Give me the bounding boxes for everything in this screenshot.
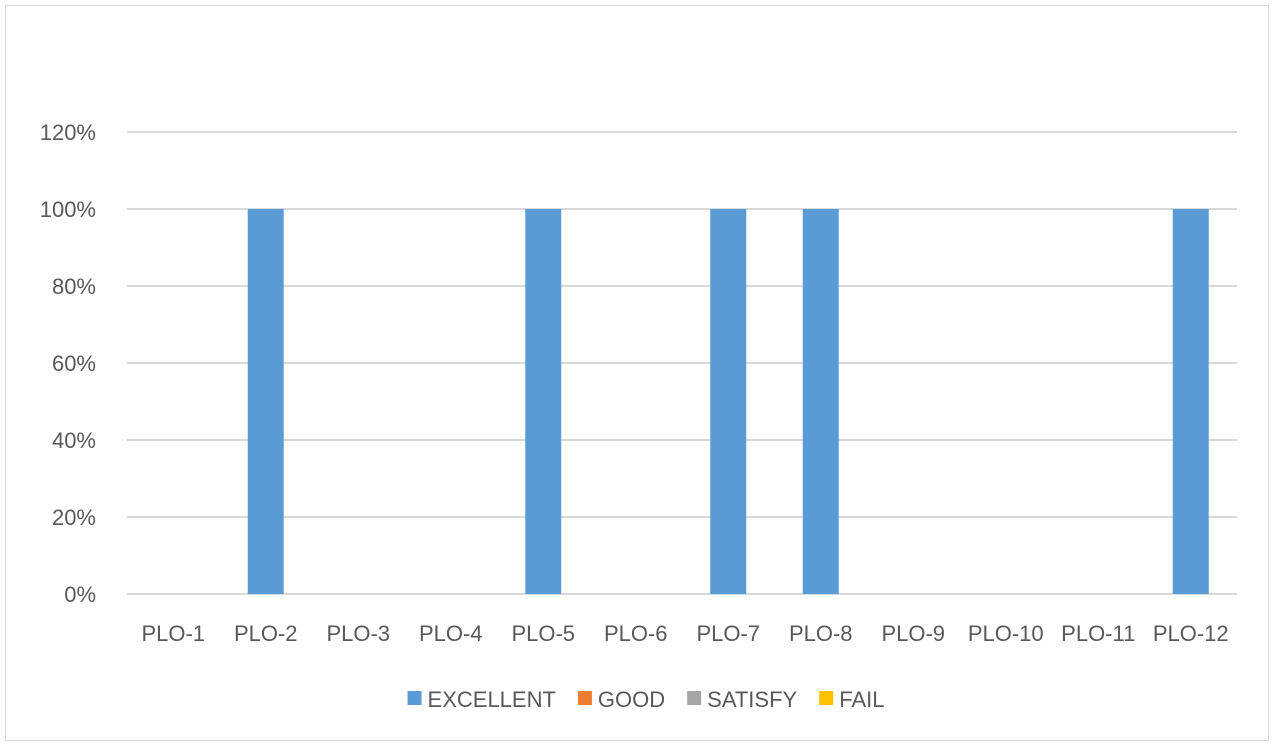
x-tick-label: PLO-5 [511, 621, 575, 646]
y-tick-label: 80% [52, 274, 96, 299]
bar-excellent-plo-12 [1172, 209, 1209, 594]
legend: EXCELLENT GOOD SATISFY FAIL [407, 687, 884, 712]
x-tick-label: PLO-2 [234, 621, 298, 646]
bar-excellent-plo-5 [525, 209, 562, 594]
x-axis-tick-labels: PLO-1 PLO-2 PLO-3 PLO-4 PLO-5 PLO-6 PLO-7 PLO-8… [141, 621, 1228, 646]
x-tick-label: PLO-9 [881, 621, 945, 646]
y-axis-tick-labels: 0% 20% 40% 60% 80% 100% 120% [40, 120, 96, 607]
bar-excellent-plo-2 [247, 209, 284, 594]
bars [247, 209, 1209, 594]
legend-label-fail: FAIL [839, 687, 884, 712]
chart-frame [5, 5, 1269, 741]
x-tick-label: PLO-10 [968, 621, 1044, 646]
gridlines [127, 131, 1237, 595]
bar-excellent-plo-8 [802, 209, 839, 594]
y-tick-label: 40% [52, 428, 96, 453]
y-tick-label: 20% [52, 505, 96, 530]
x-tick-label: PLO-11 [1061, 621, 1135, 646]
y-tick-label: 100% [40, 197, 96, 222]
legend-swatch-satisfy [687, 691, 702, 705]
x-tick-label: PLO-7 [696, 621, 760, 646]
y-tick-label: 120% [40, 120, 96, 145]
bar-excellent-plo-7 [710, 209, 747, 594]
x-tick-label: PLO-3 [326, 621, 390, 646]
x-tick-label: PLO-4 [419, 621, 483, 646]
legend-swatch-excellent [407, 691, 422, 705]
y-tick-label: 60% [52, 351, 96, 376]
y-tick-label: 0% [64, 582, 96, 607]
x-tick-label: PLO-8 [789, 621, 853, 646]
x-tick-label: PLO-6 [604, 621, 668, 646]
legend-label-excellent: EXCELLENT [428, 687, 556, 712]
legend-swatch-good [577, 691, 592, 705]
x-tick-label: PLO-1 [141, 621, 205, 646]
x-tick-label: PLO-12 [1153, 621, 1229, 646]
legend-label-satisfy: SATISFY [707, 687, 797, 712]
legend-label-good: GOOD [598, 687, 665, 712]
legend-swatch-fail [819, 691, 834, 705]
